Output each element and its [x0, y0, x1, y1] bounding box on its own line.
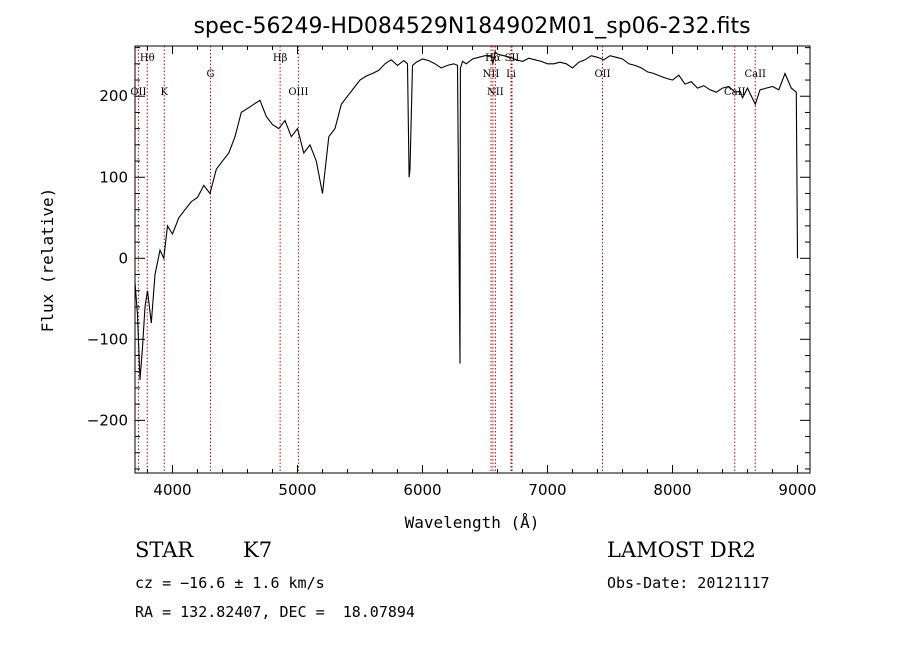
y-tick-label: 100 — [99, 168, 128, 186]
line-markers — [137, 46, 756, 473]
ra-dec: RA = 132.82407, DEC = 18.07894 — [135, 603, 415, 621]
x-tick-label: 6000 — [403, 481, 441, 499]
x-tick-label: 5000 — [278, 481, 316, 499]
line-label: G — [207, 69, 215, 80]
y-axis-label: Flux (relative) — [38, 188, 57, 333]
line-label: Hθ — [140, 53, 155, 64]
x-tick-label: 7000 — [528, 481, 566, 499]
y-axis-ticks: −200 −100 0 100 200 — [87, 47, 810, 470]
x-tick-label: 9000 — [778, 481, 816, 499]
plot-frame — [134, 45, 811, 474]
line-label: OII — [594, 69, 610, 80]
line-label: OIII — [288, 87, 308, 98]
line-label: K — [161, 87, 169, 98]
spectrum-line — [134, 50, 799, 380]
object-subclass: K7 — [243, 538, 273, 562]
y-tick-label: −200 — [87, 411, 128, 429]
x-tick-label: 8000 — [653, 481, 691, 499]
line-label: NII — [483, 69, 500, 80]
line-label: Hα — [485, 53, 501, 64]
line-label: OII — [130, 87, 146, 98]
line-label: CaII — [744, 69, 766, 80]
y-tick-label: −100 — [87, 330, 128, 348]
redshift-cz: cz = −16.6 ± 1.6 km/s — [135, 574, 325, 592]
x-tick-label: 4000 — [153, 481, 191, 499]
line-label: Hβ — [273, 53, 288, 64]
chart-title: spec-56249-HD084529N184902M01_sp06-232.f… — [193, 14, 750, 39]
y-tick-label: 200 — [99, 87, 128, 105]
line-label: NII — [487, 87, 504, 98]
observation-date: Obs-Date: 20121117 — [607, 574, 770, 592]
y-tick-label: 0 — [118, 249, 128, 267]
x-axis-label: Wavelength (Å) — [405, 513, 540, 532]
x-axis-ticks: 4000 5000 6000 7000 8000 9000 — [147, 46, 817, 499]
object-class: STAR — [135, 538, 194, 562]
survey-name: LAMOST DR2 — [607, 538, 756, 562]
line-label: Li — [506, 69, 516, 80]
